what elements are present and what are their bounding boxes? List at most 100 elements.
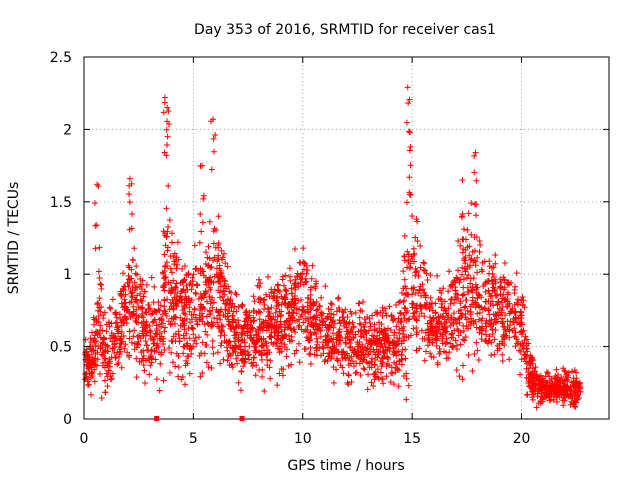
data-point bbox=[183, 357, 190, 364]
data-point bbox=[126, 175, 133, 182]
data-point bbox=[87, 362, 94, 369]
data-point bbox=[215, 244, 222, 251]
data-point bbox=[223, 344, 230, 351]
data-point bbox=[345, 381, 352, 388]
data-point bbox=[285, 310, 292, 317]
data-point bbox=[280, 282, 287, 289]
data-points bbox=[82, 84, 584, 411]
data-point bbox=[523, 360, 530, 367]
data-point bbox=[164, 133, 171, 140]
data-point bbox=[398, 310, 405, 317]
data-point bbox=[137, 290, 144, 297]
data-point bbox=[440, 285, 447, 292]
data-point bbox=[387, 378, 394, 385]
data-point bbox=[251, 308, 258, 315]
data-point bbox=[91, 321, 98, 328]
data-point bbox=[161, 296, 168, 303]
data-point bbox=[126, 199, 133, 206]
data-point bbox=[201, 305, 208, 312]
data-point bbox=[331, 320, 338, 327]
data-point bbox=[237, 343, 244, 350]
data-point bbox=[247, 321, 254, 328]
data-point bbox=[166, 217, 173, 224]
data-point bbox=[388, 313, 395, 320]
data-point bbox=[533, 404, 540, 411]
data-point bbox=[147, 305, 154, 312]
data-point bbox=[445, 288, 452, 295]
data-point bbox=[233, 291, 240, 298]
data-point bbox=[213, 271, 220, 278]
data-point bbox=[322, 333, 329, 340]
data-point bbox=[347, 343, 354, 350]
data-point bbox=[178, 296, 185, 302]
data-point bbox=[300, 259, 307, 266]
data-point bbox=[482, 288, 489, 295]
grid bbox=[84, 57, 609, 419]
data-point bbox=[446, 349, 453, 356]
data-point bbox=[140, 355, 147, 362]
data-point bbox=[316, 317, 323, 324]
data-point bbox=[268, 334, 275, 341]
data-point bbox=[298, 311, 305, 318]
data-point bbox=[523, 365, 530, 372]
data-point bbox=[142, 325, 149, 332]
data-point bbox=[377, 343, 384, 350]
data-point bbox=[161, 99, 168, 106]
data-point bbox=[463, 297, 470, 304]
data-point bbox=[528, 378, 535, 385]
axis-ticks: 0 5 10 15 20 0 0.5 1 1.5 2 2.5 bbox=[50, 50, 609, 447]
data-point bbox=[442, 340, 449, 347]
data-point bbox=[357, 307, 364, 314]
data-point bbox=[436, 345, 443, 352]
data-point bbox=[356, 314, 363, 321]
data-point bbox=[544, 390, 551, 397]
data-point bbox=[464, 307, 471, 314]
data-point bbox=[536, 375, 543, 382]
data-point bbox=[355, 328, 362, 335]
data-point bbox=[405, 382, 412, 389]
data-point bbox=[210, 240, 217, 247]
data-point bbox=[371, 326, 378, 333]
data-point bbox=[290, 317, 297, 324]
data-point bbox=[296, 359, 303, 366]
data-point bbox=[131, 245, 138, 252]
data-point bbox=[198, 350, 205, 357]
data-point bbox=[208, 263, 215, 270]
data-point bbox=[456, 315, 463, 322]
data-point bbox=[246, 309, 253, 316]
data-point bbox=[205, 281, 212, 288]
data-point bbox=[166, 121, 173, 128]
data-point bbox=[433, 342, 440, 349]
data-point bbox=[208, 166, 215, 173]
data-point bbox=[200, 294, 207, 301]
data-point bbox=[229, 318, 236, 325]
data-point bbox=[228, 289, 235, 296]
data-point bbox=[457, 242, 464, 249]
data-point bbox=[248, 334, 255, 341]
data-point bbox=[517, 312, 524, 319]
data-point bbox=[313, 344, 320, 351]
data-point bbox=[165, 182, 172, 189]
data-point bbox=[448, 319, 455, 326]
data-point bbox=[400, 298, 407, 305]
data-point bbox=[273, 340, 280, 347]
x-axis-label: GPS time / hours bbox=[287, 458, 404, 474]
data-point bbox=[473, 324, 480, 331]
data-point bbox=[418, 310, 425, 317]
data-point bbox=[330, 379, 337, 386]
data-point bbox=[305, 295, 312, 302]
data-point bbox=[401, 297, 408, 304]
data-point bbox=[366, 315, 373, 322]
data-point bbox=[272, 309, 279, 316]
data-point bbox=[383, 373, 390, 380]
data-point bbox=[186, 370, 193, 377]
data-point bbox=[436, 287, 443, 294]
data-point bbox=[211, 225, 218, 232]
data-point bbox=[470, 274, 477, 281]
data-point bbox=[291, 280, 298, 287]
data-point bbox=[295, 283, 302, 290]
data-point bbox=[113, 314, 120, 321]
data-point bbox=[553, 366, 560, 373]
data-point bbox=[162, 324, 169, 331]
data-point bbox=[518, 331, 525, 338]
